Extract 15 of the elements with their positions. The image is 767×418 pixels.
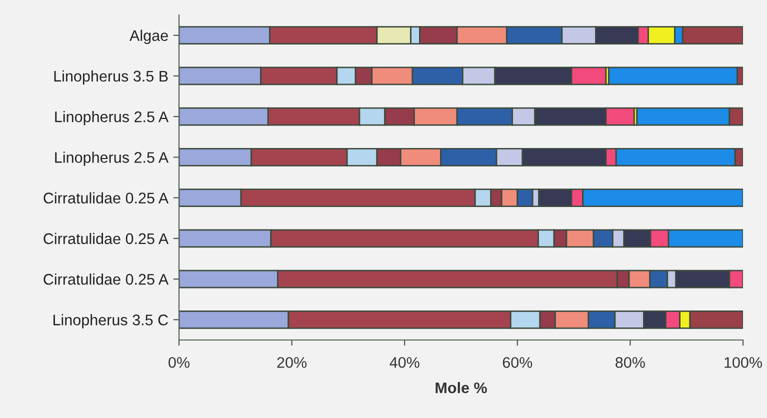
- y-tick-label: Linopherus 3.5 C: [53, 314, 168, 328]
- x-axis-title: Mole %: [436, 382, 487, 394]
- y-tick-label: Cirratulidae 0.25 A: [44, 192, 169, 204]
- y-tick-label: Linopherus 3.5 B: [54, 70, 168, 85]
- y-tick-label: Linopherus 2.5 A: [55, 152, 169, 166]
- x-tick-label: 80%: [616, 357, 645, 368]
- x-tick-label: 0%: [168, 357, 190, 368]
- x-tick-label: 40%: [390, 357, 420, 368]
- x-tick-label: 100%: [724, 357, 762, 368]
- x-tick-label: 60%: [502, 357, 532, 368]
- y-tick-label: Cirratulidae 0.25 A: [44, 232, 169, 244]
- y-tick-label: Linopherus 2.5 A: [55, 111, 169, 126]
- y-tick-label: Algae: [130, 30, 168, 44]
- x-tick-label: 20%: [277, 357, 307, 368]
- y-tick-label: Cirratulidae 0.25 A: [44, 274, 169, 285]
